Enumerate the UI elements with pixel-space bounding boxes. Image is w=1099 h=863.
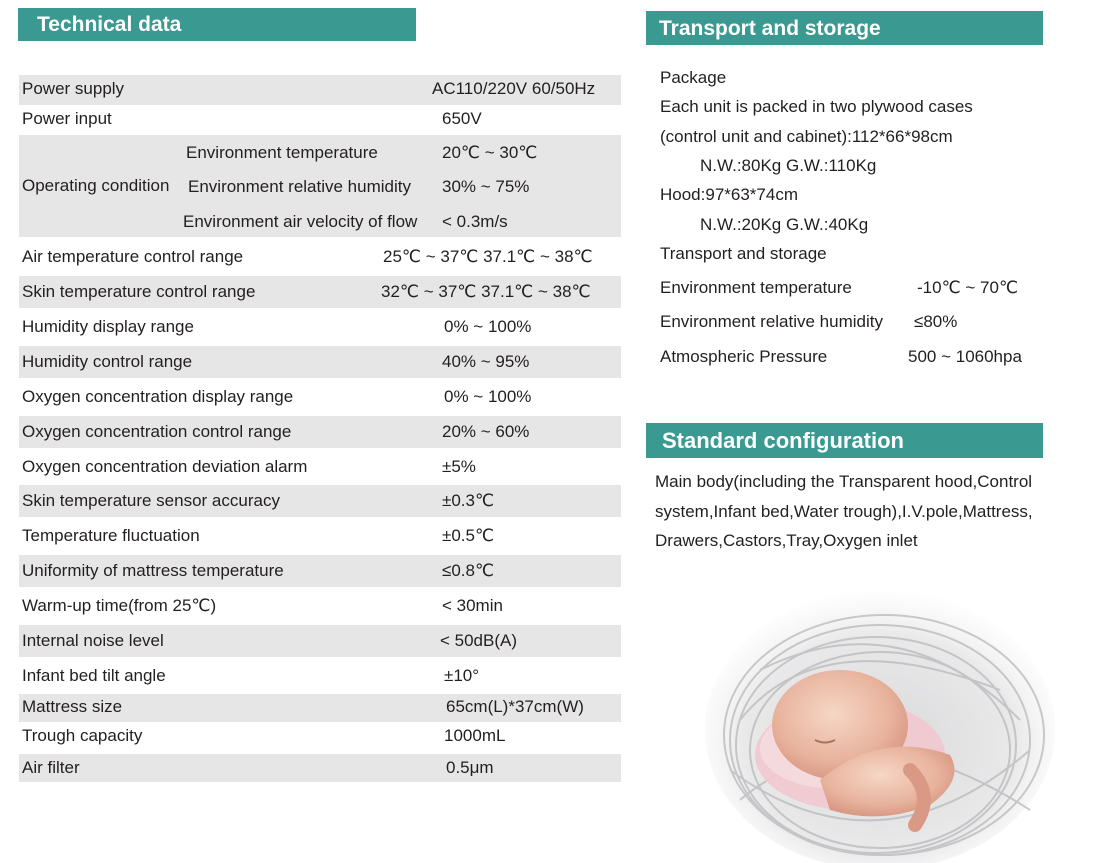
spec-label: Oxygen concentration control range: [22, 422, 292, 441]
spec-row-mattress-size: Mattress size 65cm(L)*37cm(W): [19, 694, 621, 722]
condition-label: Atmospheric Pressure: [660, 347, 828, 366]
spec-value: ±10°: [444, 666, 480, 685]
spec-label: Humidity display range: [22, 317, 194, 336]
hood-size-line: Hood:97*63*74cm: [660, 185, 798, 204]
spec-label: Infant bed tilt angle: [22, 666, 166, 685]
operating-sub-value: < 0.3m/s: [442, 212, 508, 231]
operating-sub-label: Environment air velocity of flow: [183, 212, 418, 231]
configuration-line: system,Infant bed,Water trough),I.V.pole…: [655, 502, 1033, 521]
spec-value: 1000mL: [444, 726, 506, 745]
standard-configuration-heading: Standard configuration: [646, 423, 1043, 458]
spec-label: Skin temperature sensor accuracy: [22, 491, 280, 510]
spec-value: < 50dB(A): [440, 631, 518, 650]
spec-value: 20% ~ 60%: [442, 422, 530, 441]
operating-sub-value: 20℃ ~ 30℃: [442, 143, 538, 162]
spec-row-power-input: Power input 650V: [19, 105, 621, 135]
spec-row-mattress-uniformity: Uniformity of mattress temperature ≤0.8℃: [19, 555, 621, 587]
condition-value: 500 ~ 1060hpa: [908, 347, 1022, 366]
spec-value: 65cm(L)*37cm(W): [446, 697, 584, 716]
operating-sub-label: Environment relative humidity: [188, 177, 411, 196]
spec-label: Trough capacity: [22, 726, 143, 745]
spec-row-operating-condition: Operating condition Environment temperat…: [19, 135, 621, 237]
condition-value: ≤80%: [914, 312, 958, 331]
spec-row-skin-sensor-accuracy: Skin temperature sensor accuracy ±0.3℃: [19, 485, 621, 517]
spec-row-warm-up-time: Warm-up time(from 25℃) < 30min: [19, 590, 621, 622]
package-line: (control unit and cabinet):112*66*98cm: [660, 127, 953, 146]
condition-label: Environment temperature: [660, 278, 852, 297]
condition-label: Environment relative humidity: [660, 312, 883, 331]
spec-label: Operating condition: [22, 176, 170, 195]
spec-label: Oxygen concentration deviation alarm: [22, 457, 308, 476]
transport-storage-subheading: Transport and storage: [660, 244, 827, 263]
baby-in-nest-photo: [700, 580, 1060, 863]
package-line: Each unit is packed in two plywood cases: [660, 97, 973, 116]
spec-row-bed-tilt: Infant bed tilt angle ±10°: [19, 660, 621, 692]
spec-row-humidity-display: Humidity display range 0% ~ 100%: [19, 311, 621, 343]
spec-row-oxygen-alarm: Oxygen concentration deviation alarm ±5%: [19, 451, 621, 483]
spec-row-skin-temp-control: Skin temperature control range 32℃ ~ 37℃…: [19, 276, 621, 308]
spec-value: 0.5μm: [446, 758, 494, 777]
spec-value: 0% ~ 100%: [444, 317, 532, 336]
spec-label: Mattress size: [22, 697, 123, 716]
spec-value: ±0.5℃: [442, 526, 495, 545]
technical-data-heading: Technical data: [18, 8, 416, 41]
spec-label: Oxygen concentration display range: [22, 387, 294, 406]
spec-value: 32℃ ~ 37℃ 37.1℃ ~ 38℃: [381, 282, 591, 301]
condition-value: -10℃ ~ 70℃: [917, 278, 1019, 297]
spec-value: AC110/220V 60/50Hz: [432, 79, 596, 98]
spec-row-air-temp-control: Air temperature control range 25℃ ~ 37℃ …: [19, 241, 621, 273]
package-heading: Package: [660, 68, 727, 87]
spec-label: Air filter: [22, 758, 80, 777]
spec-value: ±5%: [442, 457, 476, 476]
baby-in-nest-illustration: [705, 590, 1055, 863]
spec-label: Internal noise level: [22, 631, 164, 650]
spec-label: Skin temperature control range: [22, 282, 256, 301]
spec-row-oxygen-control: Oxygen concentration control range 20% ~…: [19, 416, 621, 448]
spec-value: 40% ~ 95%: [442, 352, 530, 371]
spec-value: ±0.3℃: [442, 491, 495, 510]
spec-value: ≤0.8℃: [442, 561, 495, 580]
spec-label: Power input: [22, 109, 112, 128]
spec-row-temp-fluctuation: Temperature fluctuation ±0.5℃: [19, 520, 621, 552]
hood-weight-line: N.W.:20Kg G.W.:40Kg: [700, 215, 869, 234]
spec-row-noise-level: Internal noise level < 50dB(A): [19, 625, 621, 657]
spec-value: 25℃ ~ 37℃ 37.1℃ ~ 38℃: [383, 247, 593, 266]
package-weight-line: N.W.:80Kg G.W.:110Kg: [700, 156, 877, 175]
spec-label: Air temperature control range: [22, 247, 244, 266]
spec-row-humidity-control: Humidity control range 40% ~ 95%: [19, 346, 621, 378]
spec-value: 650V: [442, 109, 482, 128]
spec-label: Humidity control range: [22, 352, 193, 371]
spec-label: Uniformity of mattress temperature: [22, 561, 284, 580]
configuration-line: Main body(including the Transparent hood…: [655, 472, 1033, 491]
spec-row-power-supply: Power supply AC110/220V 60/50Hz: [19, 75, 621, 105]
spec-row-oxygen-display: Oxygen concentration display range 0% ~ …: [19, 381, 621, 413]
spec-value: 0% ~ 100%: [444, 387, 532, 406]
operating-sub-value: 30% ~ 75%: [442, 177, 530, 196]
spec-row-air-filter: Air filter 0.5μm: [19, 754, 621, 782]
spec-label: Warm-up time(from 25℃): [22, 596, 217, 615]
spec-row-trough-capacity: Trough capacity 1000mL: [19, 723, 621, 753]
spec-value: < 30min: [442, 596, 503, 615]
spec-label: Temperature fluctuation: [22, 526, 200, 545]
transport-storage-heading: Transport and storage: [646, 11, 1043, 45]
spec-label: Power supply: [22, 79, 125, 98]
operating-sub-label: Environment temperature: [186, 143, 378, 162]
configuration-line: Drawers,Castors,Tray,Oxygen inlet: [655, 531, 918, 550]
